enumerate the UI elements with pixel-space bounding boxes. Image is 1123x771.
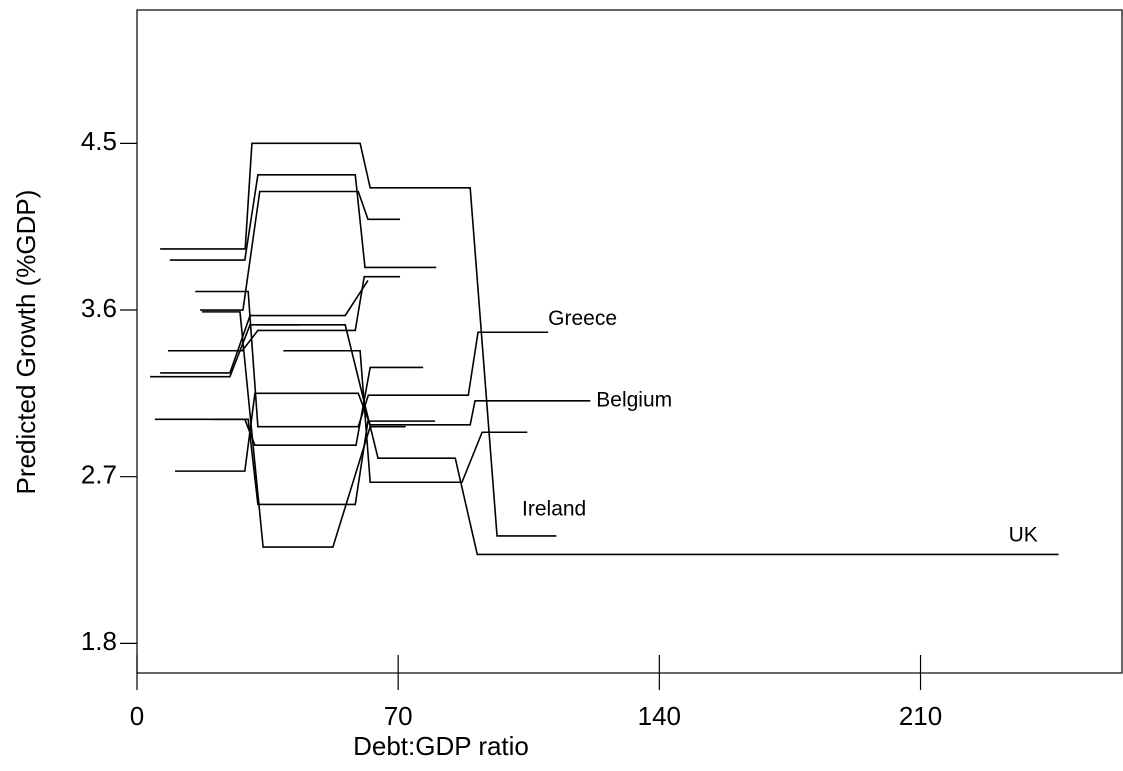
plot-frame	[136, 9, 1123, 674]
y-tick-label: 1.8	[81, 626, 117, 656]
annotation: Greece	[548, 307, 617, 330]
annotation: Belgium	[596, 388, 672, 411]
line	[160, 279, 369, 374]
line	[150, 324, 1059, 556]
x-tick-label: 140	[638, 701, 681, 731]
line	[175, 392, 591, 472]
y-tick-label: 3.6	[81, 293, 117, 323]
x-tick-label: 210	[899, 701, 942, 731]
annotation: UK	[1009, 524, 1038, 547]
line	[160, 142, 557, 537]
x-tick-label: 70	[384, 701, 413, 731]
annotation: Ireland	[522, 498, 586, 521]
line	[201, 311, 406, 548]
x-axis-label: Debt:GDP ratio	[353, 731, 529, 761]
line	[195, 290, 549, 428]
line	[200, 190, 401, 311]
x-tick-label: 0	[130, 701, 144, 731]
y-axis-label: Predicted Growth (%GDP)	[11, 190, 41, 495]
line	[283, 349, 528, 484]
line	[154, 366, 424, 447]
y-tick-label: 2.7	[81, 460, 117, 490]
line	[169, 174, 437, 269]
y-tick-label: 4.5	[81, 126, 117, 156]
line	[167, 275, 401, 352]
line	[210, 418, 436, 506]
